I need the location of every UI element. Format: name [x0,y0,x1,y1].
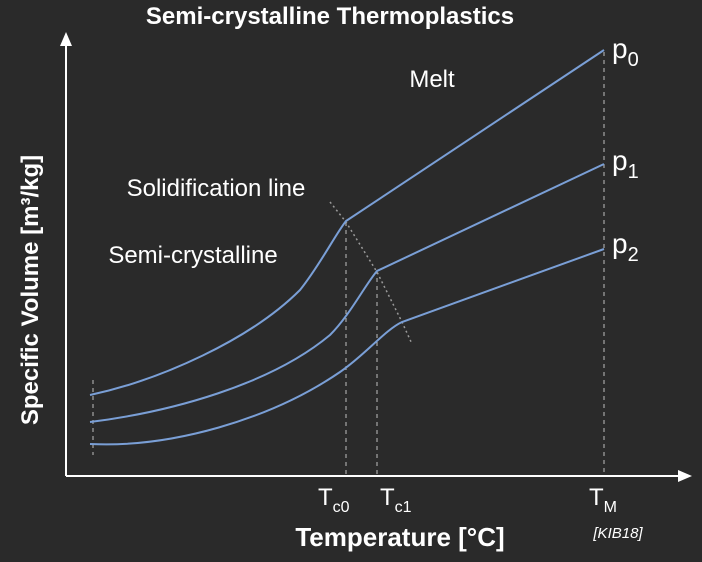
curve-p2 [89,248,605,446]
pressure-label-p2-base: p [612,228,628,259]
tick-label-tc1: Tc1 [380,484,412,516]
tick-label-tc0: Tc0 [318,484,350,516]
pressure-label-p0-sub: 0 [628,49,639,71]
tick-label-tc0-base: T [318,484,333,511]
pressure-label-p2-sub: 2 [628,244,639,266]
pressure-label-p2: p2 [612,228,639,266]
tick-label-tm-sub: M [604,499,617,516]
guide-lines [92,52,605,476]
melt-label: Melt [409,66,455,93]
semi-crystalline-label: Semi-crystalline [108,242,277,269]
curve-p0 [89,49,605,396]
tick-label-tm: TM [589,484,617,516]
tick-label-tm-base: T [589,484,604,511]
tick-label-tc1-base: T [380,484,395,511]
pressure-label-p0-base: p [612,33,628,64]
diagram-title: Semi-crystalline Thermoplastics [146,3,514,30]
curve-p1 [89,163,605,423]
pressure-label-p1: p1 [612,145,639,183]
solidification-line-label: Solidification line [127,175,306,202]
pressure-label-p0: p0 [612,33,639,71]
x-axis-label: Temperature [°C] [295,522,504,552]
y-axis-label: Specific Volume [m³/kg] [17,155,44,425]
x-axis-arrowhead [678,470,692,482]
pressure-label-p1-sub: 1 [628,161,639,183]
tick-label-tc0-sub: c0 [333,499,350,516]
y-axis-arrowhead [60,32,72,46]
citation: [KIB18] [592,525,643,542]
pvt-curves [89,49,605,446]
pressure-label-p1-base: p [612,145,628,176]
tick-label-tc1-sub: c1 [395,499,412,516]
axes [60,32,692,482]
